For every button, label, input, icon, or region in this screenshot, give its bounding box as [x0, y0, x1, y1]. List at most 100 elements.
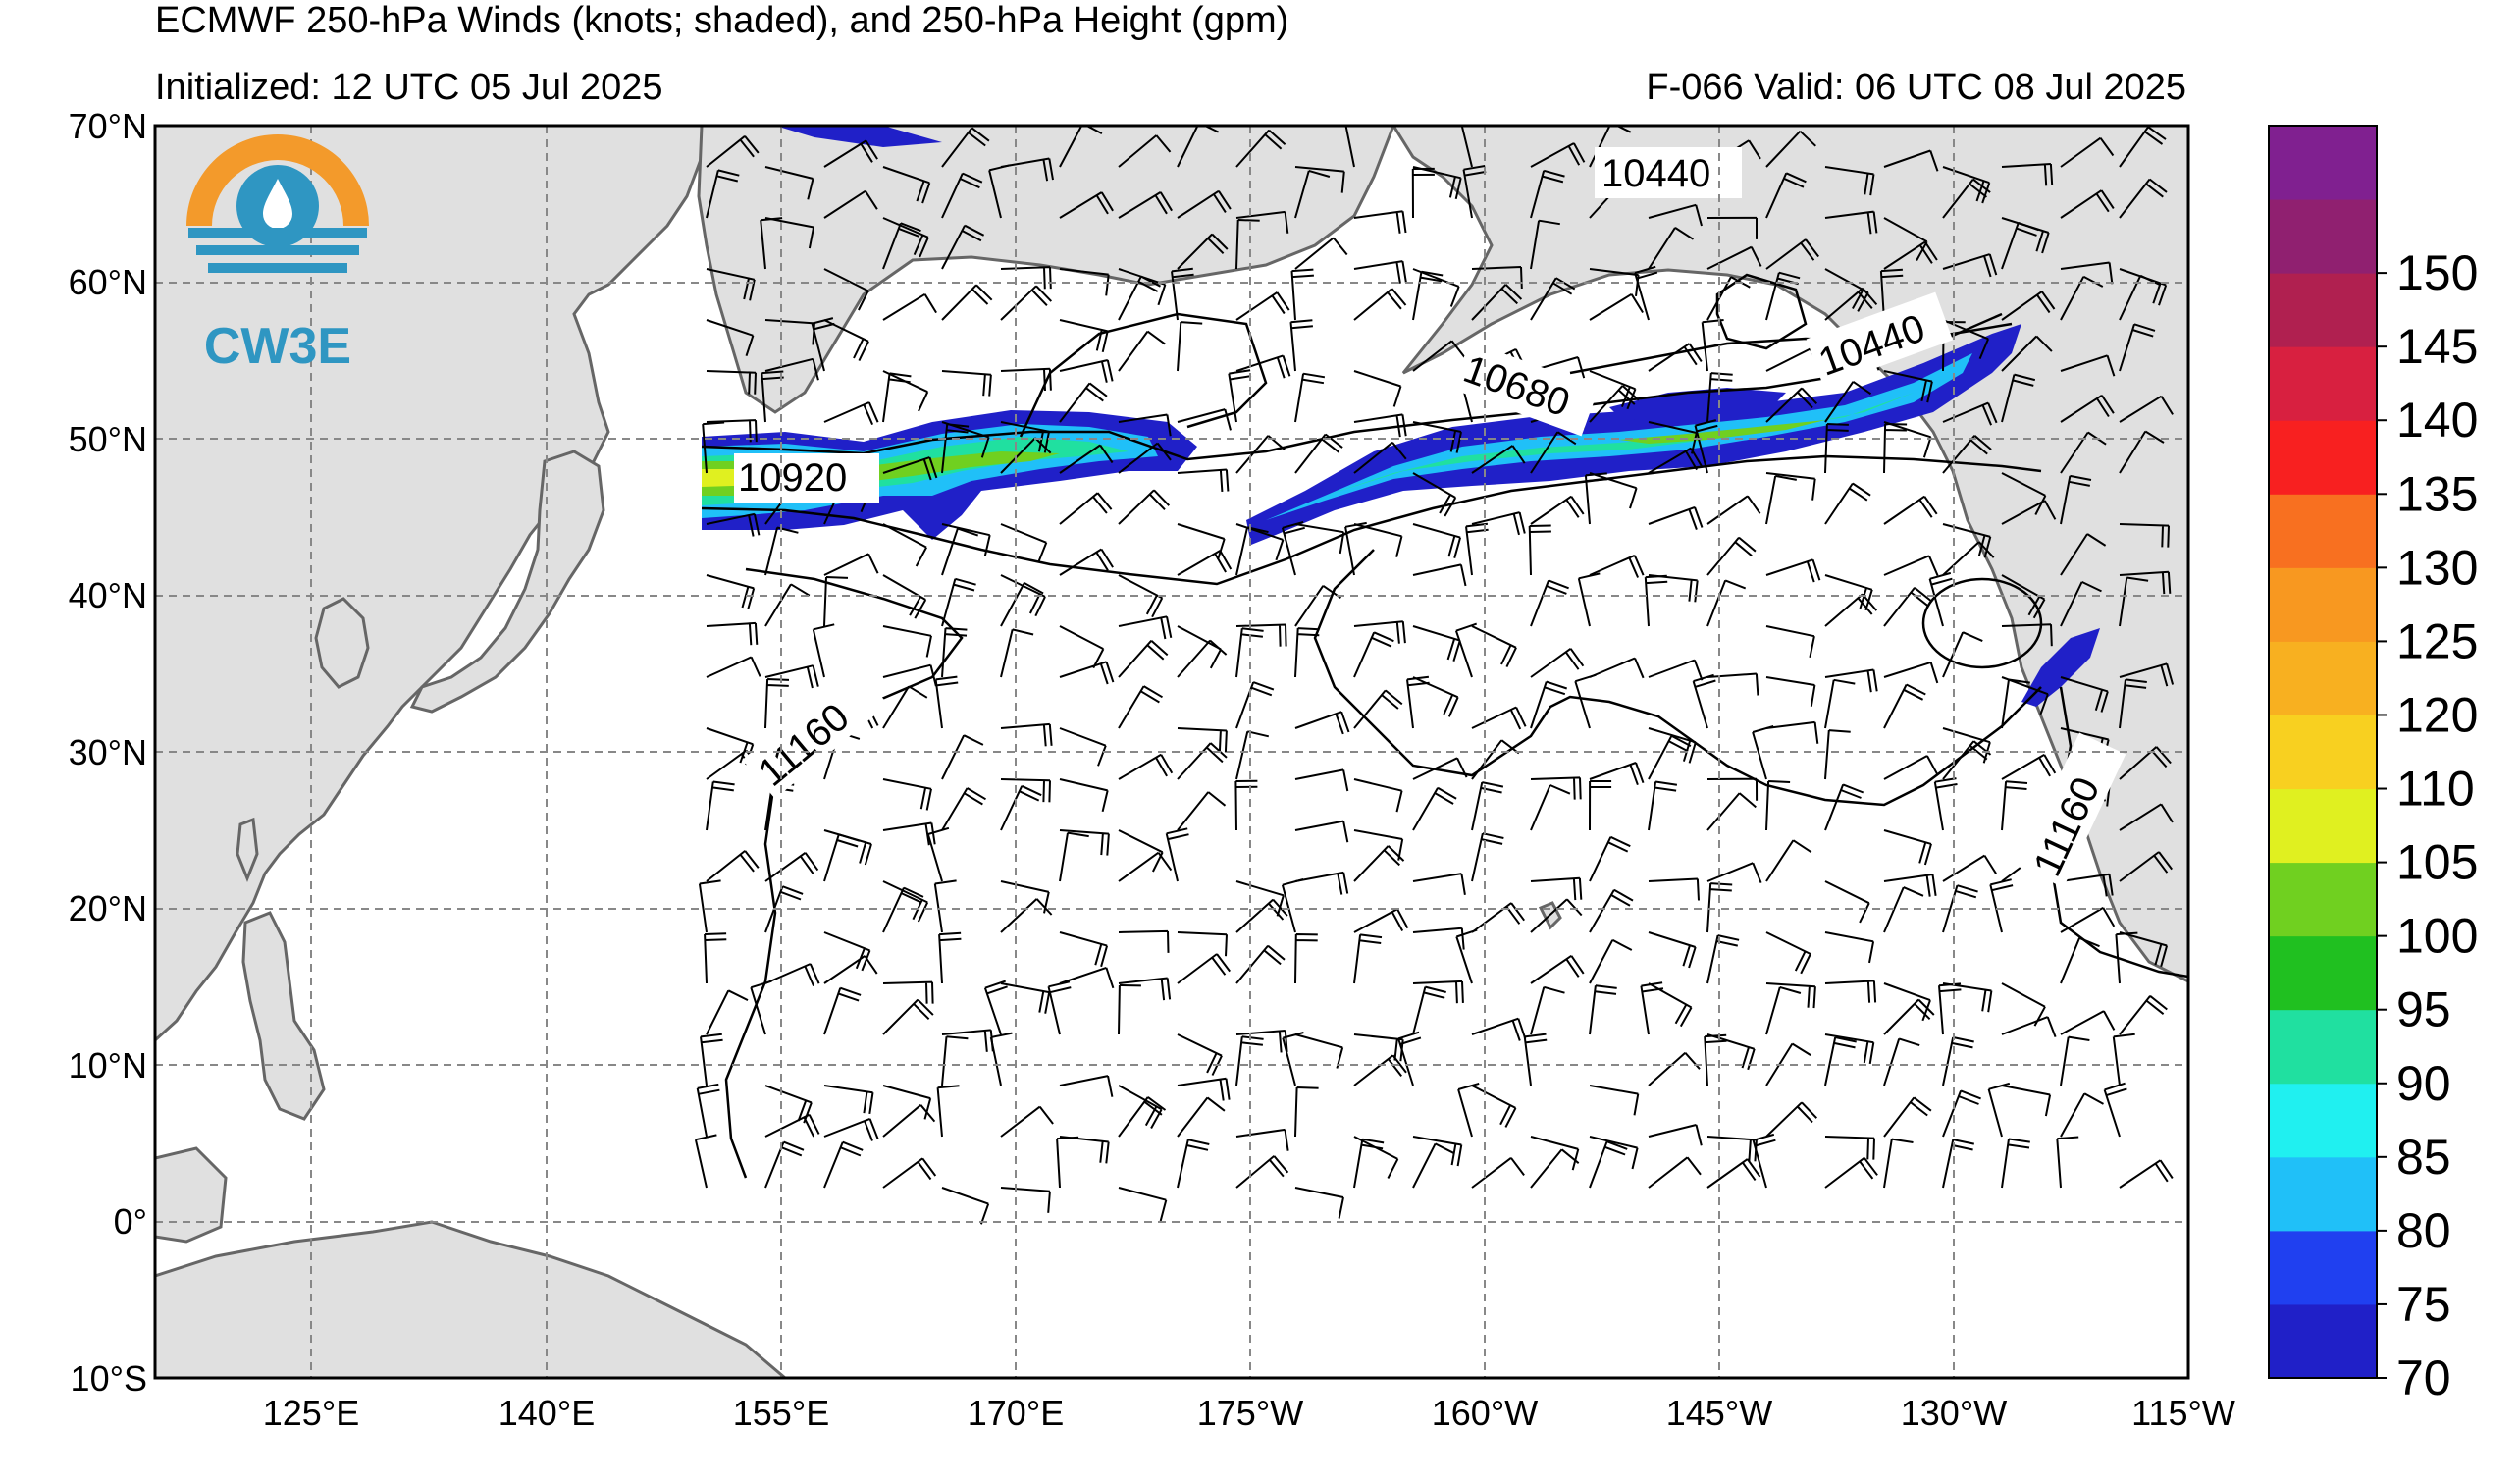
wind-barb: [1059, 931, 1109, 968]
wind-barb: [1000, 285, 1053, 321]
wind-barb: [1177, 1096, 1226, 1138]
wind-barb: [1942, 884, 1978, 933]
map-frame: [153, 124, 2190, 1380]
land-kamchatka: [697, 126, 1395, 414]
wind-barb: [1118, 1096, 1167, 1138]
wind-barb: [882, 778, 932, 811]
land-philippines: [241, 911, 326, 1121]
wind-barb: [1059, 829, 1110, 856]
wind-barb: [941, 523, 991, 556]
wind-barb: [941, 627, 968, 678]
wind-barb: [2119, 803, 2174, 831]
colorbar-swatch: [2269, 1009, 2377, 1085]
wind-barb: [1987, 1082, 2011, 1138]
wind-barb: [1471, 706, 1527, 730]
colorbar-swatch: [2269, 420, 2377, 495]
wind-barb: [1824, 210, 1878, 235]
wind-barb: [1412, 676, 1459, 717]
wind-barb: [1294, 627, 1320, 678]
wind-barb: [2119, 323, 2156, 372]
colorbar-swatch: [2269, 935, 2377, 1011]
wind-barb: [1824, 287, 1878, 321]
wind-barb: [1177, 550, 1233, 576]
wind-barb: [1883, 240, 1938, 270]
wind-barb: [2115, 931, 2138, 984]
wind-barb: [1706, 1158, 1761, 1189]
wind-barb: [764, 963, 820, 986]
wind-barb: [1059, 191, 1114, 219]
wind-barb: [1530, 431, 1577, 474]
colorbar-label: 130: [2396, 540, 2478, 595]
wind-barb: [1824, 1036, 1857, 1086]
wind-barb: [1530, 985, 1565, 1035]
wind-barb: [1000, 582, 1044, 627]
lat-tick-label: 20°N: [69, 888, 147, 928]
wind-barb: [1471, 1017, 1527, 1041]
wind-barb: [1471, 445, 1526, 474]
wind-barb: [1824, 980, 1877, 1003]
wind-barb: [1589, 1085, 1640, 1116]
wind-barb: [1589, 888, 1634, 933]
wind-barb: [1177, 468, 1230, 492]
wind-barb: [1059, 444, 1114, 474]
wind-barb: [1471, 284, 1523, 321]
wind-barb: [1706, 372, 1733, 423]
wind-barb: [1584, 472, 1608, 525]
wind-barb: [1059, 661, 1115, 685]
wind-barb: [823, 576, 849, 627]
colorbar-swatch: [2269, 1083, 2377, 1158]
valid-time: F-066 Valid: 06 UTC 08 Jul 2025: [1646, 67, 2186, 108]
wind-barb: [1177, 625, 1222, 669]
wind-barb: [1177, 408, 1232, 431]
wind-barb: [2001, 373, 2036, 423]
colorbar-label: 75: [2396, 1277, 2451, 1332]
wind-barb: [1577, 572, 1601, 627]
wind-barb: [750, 980, 772, 1035]
wind-barb: [1059, 492, 1113, 525]
wind-barb: [1353, 370, 1402, 407]
wind-barb: [1294, 1187, 1344, 1219]
wind-barb: [1883, 555, 1939, 576]
wind-barb: [1765, 172, 1807, 219]
wind-barb: [706, 370, 757, 395]
wind-barb: [1765, 676, 1816, 707]
wind-barb: [2001, 472, 2047, 515]
wind-barb: [1530, 169, 1565, 219]
wind-barb: [1171, 267, 1194, 321]
wind-barb: [1574, 673, 1597, 729]
wind-barb: [2001, 500, 2057, 525]
wind-barb: [941, 423, 970, 474]
lon-tick-label: 175°W: [1197, 1393, 1303, 1433]
wind-barb: [1118, 851, 1173, 882]
wind-barb: [882, 222, 921, 270]
wind-barb: [1412, 786, 1457, 831]
wind-barb: [1118, 615, 1173, 640]
wind-barb: [934, 675, 959, 729]
wind-barb: [1648, 982, 1693, 1028]
wind-barb: [1765, 387, 1818, 423]
wind-barb: [936, 1085, 960, 1138]
wind-barb: [1471, 511, 1526, 536]
wind-barb: [1706, 536, 1757, 576]
wind-barb: [1344, 521, 1367, 576]
wind-barb: [2001, 678, 2030, 729]
wind-barb: [1640, 981, 1664, 1035]
wind-barb: [1353, 631, 1394, 678]
wind-barb: [882, 625, 932, 658]
land-japan: [409, 450, 605, 714]
wind-barb: [823, 1117, 879, 1141]
wind-barb: [1059, 831, 1089, 882]
wind-barb: [1765, 130, 1816, 168]
wind-barb: [1353, 620, 1406, 644]
wind-barb: [823, 1085, 874, 1115]
wind-barb: [1177, 742, 1228, 780]
wind-barb: [1412, 873, 1466, 895]
wind-barb: [1883, 886, 1924, 933]
colorbar-swatch: [2269, 126, 2377, 200]
wind-barb: [1824, 783, 1864, 831]
wind-barb: [1353, 288, 1407, 321]
wind-barb: [1118, 489, 1171, 525]
wind-barb: [1411, 167, 1435, 219]
wind-barb: [2119, 995, 2168, 1035]
wind-barb: [882, 372, 912, 423]
